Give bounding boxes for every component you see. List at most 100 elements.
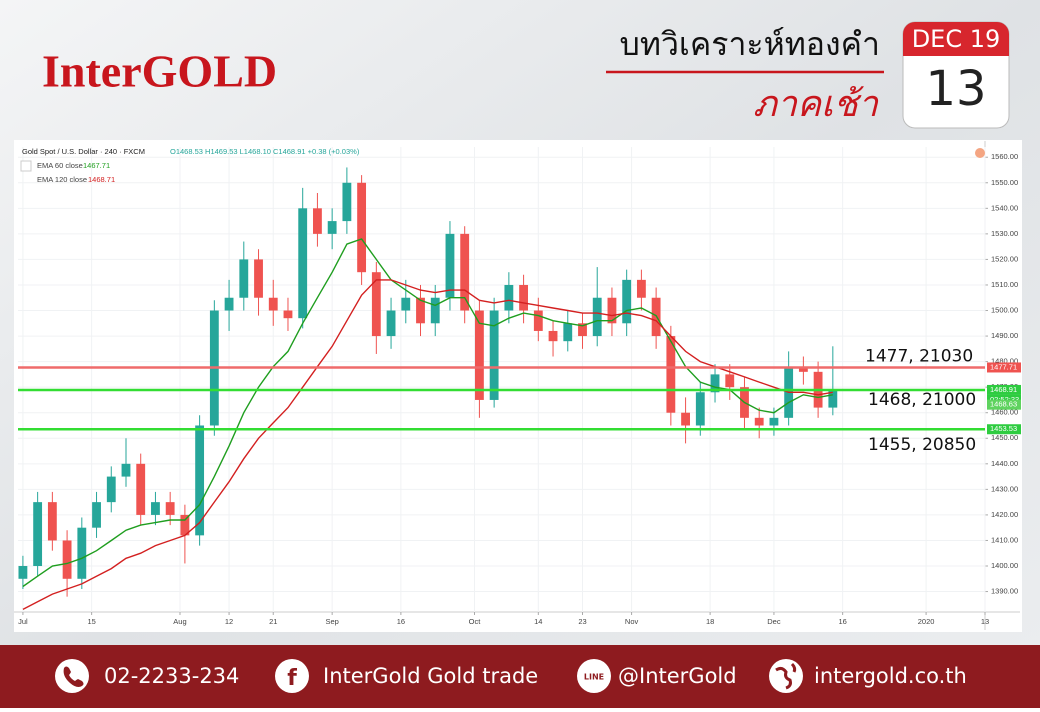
y-tick-label: 1390.00 <box>991 587 1018 596</box>
legend-value: 1468.71 <box>88 175 115 184</box>
candle-body <box>283 310 293 319</box>
x-tick-label: Oct <box>469 617 482 626</box>
footer-facebook: InterGold Gold trade <box>323 664 538 688</box>
legend-name: EMA 120 close <box>37 175 87 184</box>
y-tick-label: 1460.00 <box>991 408 1018 417</box>
calendar-day: 13 <box>925 61 986 117</box>
facebook-glyph: f <box>287 666 297 691</box>
candle-body <box>371 272 381 337</box>
candle-body <box>224 297 234 311</box>
y-tick-label: 1430.00 <box>991 484 1018 493</box>
candle-body <box>445 233 455 298</box>
y-tick-label: 1550.00 <box>991 178 1018 187</box>
facebook-icon <box>275 659 309 693</box>
candle-body <box>47 502 57 541</box>
candle-body <box>695 392 705 426</box>
candle-body <box>622 279 632 324</box>
calendar-month: DEC 19 <box>912 25 1001 53</box>
x-tick-label: 16 <box>397 617 405 626</box>
y-tick-label: 1400.00 <box>991 561 1018 570</box>
candle-body <box>342 182 352 222</box>
candle-body <box>563 323 573 342</box>
subtitle: ภาคเช้า <box>753 84 880 125</box>
candle-body <box>121 463 131 477</box>
y-tick-label: 1510.00 <box>991 280 1018 289</box>
candle-body <box>681 412 690 426</box>
calendar-header <box>903 22 1009 56</box>
y-tick-label: 1450.00 <box>991 433 1018 442</box>
x-tick-label: 21 <box>269 617 277 626</box>
candle-body <box>725 374 735 388</box>
candle-body <box>592 297 602 337</box>
level-annotation: 1455, 20850 <box>868 435 976 455</box>
x-tick-label: 18 <box>706 617 714 626</box>
x-tick-label: 2020 <box>918 617 935 626</box>
candle-body <box>136 463 146 515</box>
x-tick-label: Nov <box>625 617 639 626</box>
x-tick-label: 23 <box>578 617 586 626</box>
price-tag-label: 1453.53 <box>990 424 1017 433</box>
candle-body <box>298 208 308 319</box>
y-tick-label: 1480.00 <box>991 357 1018 366</box>
candle-body <box>401 297 411 311</box>
candle-body <box>239 259 249 298</box>
candle-body <box>18 566 28 579</box>
candle-body <box>519 284 529 311</box>
chart-panel <box>14 140 1022 632</box>
y-tick-label: 1490.00 <box>991 331 1018 340</box>
candle-body <box>460 233 470 311</box>
candle-body <box>33 502 43 567</box>
y-tick-label: 1530.00 <box>991 229 1018 238</box>
y-tick-label: 1440.00 <box>991 459 1018 468</box>
chart-title: Gold Spot / U.S. Dollar · 240 · FXCM <box>22 147 145 156</box>
candle-body <box>254 259 263 298</box>
ema-line <box>22 279 833 611</box>
candle-body <box>548 330 558 342</box>
candle-body <box>195 425 205 536</box>
x-tick-label: Jul <box>18 617 28 626</box>
footer-line: @InterGold <box>618 664 737 688</box>
ema-line <box>22 238 833 588</box>
footer: 02-2233-234 f InterGold Gold trade LINE … <box>55 659 967 693</box>
price-tag <box>987 362 1021 373</box>
candle-body <box>416 297 425 324</box>
x-tick-label: 14 <box>534 617 542 626</box>
chart: 1390.00 1400.00 1410.00 1420.00 1430.00 1440.… <box>14 141 1021 630</box>
candle-body <box>357 182 367 273</box>
globe-glyph <box>775 662 797 690</box>
candle-body <box>268 297 278 311</box>
candle-body <box>165 502 175 515</box>
x-tick-label: 13 <box>981 617 989 626</box>
candle-body <box>578 323 587 337</box>
candle-body <box>828 389 838 408</box>
candle-body <box>430 297 440 324</box>
legend-value: 1467.71 <box>83 161 110 170</box>
footer-website: intergold.co.th <box>814 664 967 688</box>
candle-body <box>607 297 617 324</box>
logo: InterGOLD <box>42 46 277 97</box>
y-tick-label: 1500.00 <box>991 306 1018 315</box>
x-tick-label: 16 <box>838 617 846 626</box>
y-tick-label: 1420.00 <box>991 510 1018 519</box>
candle-body <box>106 476 116 503</box>
candle-body <box>504 284 514 311</box>
candle-body <box>62 540 72 579</box>
candle-body <box>769 417 779 426</box>
candle-body <box>798 366 808 372</box>
candle-body <box>92 502 101 528</box>
title: บทวิเคราะห์ทองคำ <box>620 25 880 63</box>
level-annotation: 1477, 21030 <box>865 346 973 366</box>
candle-body <box>386 310 396 337</box>
y-tick-label: 1410.00 <box>991 535 1018 544</box>
price-tag <box>987 424 1021 435</box>
footer-phone: 02-2233-234 <box>104 664 239 688</box>
price-tag <box>987 384 1021 395</box>
legend-name: EMA 60 close <box>37 161 83 170</box>
alert-dot <box>975 148 985 158</box>
bid-tag-label: 1468.63 <box>990 400 1017 409</box>
legend-toggle[interactable] <box>20 160 32 172</box>
candle-body <box>533 310 543 331</box>
price-tag-label: 1477.71 <box>990 362 1017 371</box>
candle-body <box>151 502 160 515</box>
